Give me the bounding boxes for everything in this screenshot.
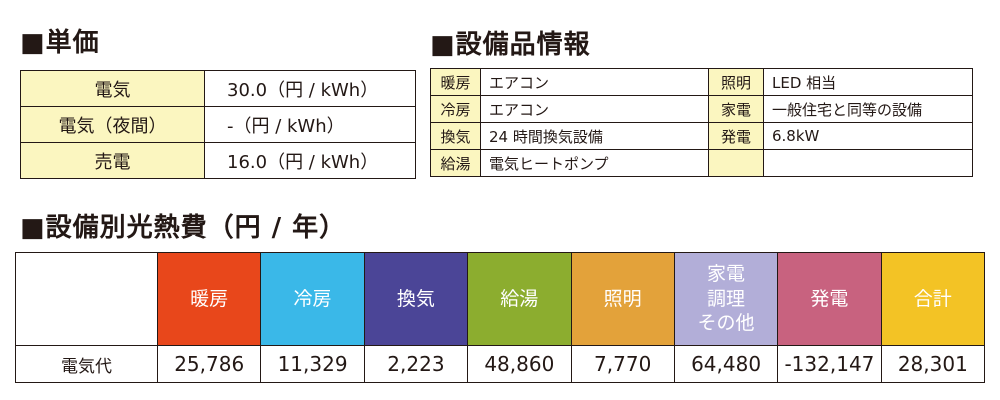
category-header: 給湯 <box>467 252 572 346</box>
category-header: 暖房 <box>156 252 262 346</box>
price-value: -（円 / kWh） <box>204 106 416 143</box>
price-value: 16.0（円 / kWh） <box>204 142 416 179</box>
equipment-value: 6.8kW <box>763 122 973 150</box>
cost-value: -132,147 <box>777 345 882 383</box>
equipment-label: 照明 <box>708 68 764 96</box>
costs-title: ■設備別光熱費（円 / 年） <box>20 213 347 243</box>
cost-value: 25,786 <box>156 345 262 383</box>
equipment-value: LED 相当 <box>763 68 973 96</box>
unit-price-table: 電気 30.0（円 / kWh） 電気（夜間） -（円 / kWh） 売電 16.0（円 … <box>20 70 416 179</box>
header-row: 暖房 冷房 換気 給湯 照明 家電 調理 その他 発電 合計 <box>15 252 986 346</box>
category-header: 冷房 <box>260 252 365 346</box>
equipment-value <box>763 149 973 177</box>
row: 給湯 電気ヒートポンプ <box>430 149 973 177</box>
equipment-label: 換気 <box>430 122 481 150</box>
row: 暖房 エアコン 照明 LED 相当 <box>430 68 973 96</box>
row: 売電 16.0（円 / kWh） <box>20 142 416 179</box>
equipment-value: エアコン <box>480 68 709 96</box>
cost-value: 11,329 <box>260 345 365 383</box>
price-label: 売電 <box>20 142 205 179</box>
cost-value: 28,301 <box>880 345 986 383</box>
price-value: 30.0（円 / kWh） <box>204 70 416 107</box>
equipment-label: 発電 <box>708 122 764 150</box>
equipment-value: エアコン <box>480 95 709 123</box>
cost-value: 2,223 <box>363 345 469 383</box>
category-header: 照明 <box>570 252 675 346</box>
category-header: 家電 調理 その他 <box>673 252 779 346</box>
equipment-label: 冷房 <box>430 95 481 123</box>
costs-table: 暖房 冷房 換気 給湯 照明 家電 調理 その他 発電 合計 電気代 25,786 11,329 2,… <box>15 252 986 383</box>
category-header: 発電 <box>777 252 882 346</box>
price-label: 電気 <box>20 70 205 107</box>
row-label: 電気代 <box>15 345 158 383</box>
unit-price-title: ■単価 <box>20 28 100 58</box>
row: 電気（夜間） -（円 / kWh） <box>20 106 416 143</box>
cost-value: 64,480 <box>673 345 779 383</box>
category-header: 換気 <box>363 252 469 346</box>
price-label: 電気（夜間） <box>20 106 205 143</box>
equipment-label: 家電 <box>708 95 764 123</box>
equipment-table: 暖房 エアコン 照明 LED 相当 冷房 エアコン 家電 一般住宅と同等の設備 換気 24 時間換… <box>430 68 973 177</box>
cost-value: 48,860 <box>467 345 572 383</box>
equipment-value: 電気ヒートポンプ <box>480 149 709 177</box>
cost-value: 7,770 <box>570 345 675 383</box>
equipment-label: 暖房 <box>430 68 481 96</box>
row: 電気 30.0（円 / kWh） <box>20 70 416 107</box>
row: 冷房 エアコン 家電 一般住宅と同等の設備 <box>430 95 973 123</box>
category-header: 合計 <box>880 252 986 346</box>
equipment-value: 24 時間換気設備 <box>480 122 709 150</box>
equipment-label: 給湯 <box>430 149 481 177</box>
equipment-value: 一般住宅と同等の設備 <box>763 95 973 123</box>
equipment-label <box>708 149 764 177</box>
equipment-title: ■設備品情報 <box>430 30 591 60</box>
blank-cell <box>15 252 158 346</box>
row: 換気 24 時間換気設備 発電 6.8kW <box>430 122 973 150</box>
data-row: 電気代 25,786 11,329 2,223 48,860 7,770 64,480 -13… <box>15 345 986 383</box>
